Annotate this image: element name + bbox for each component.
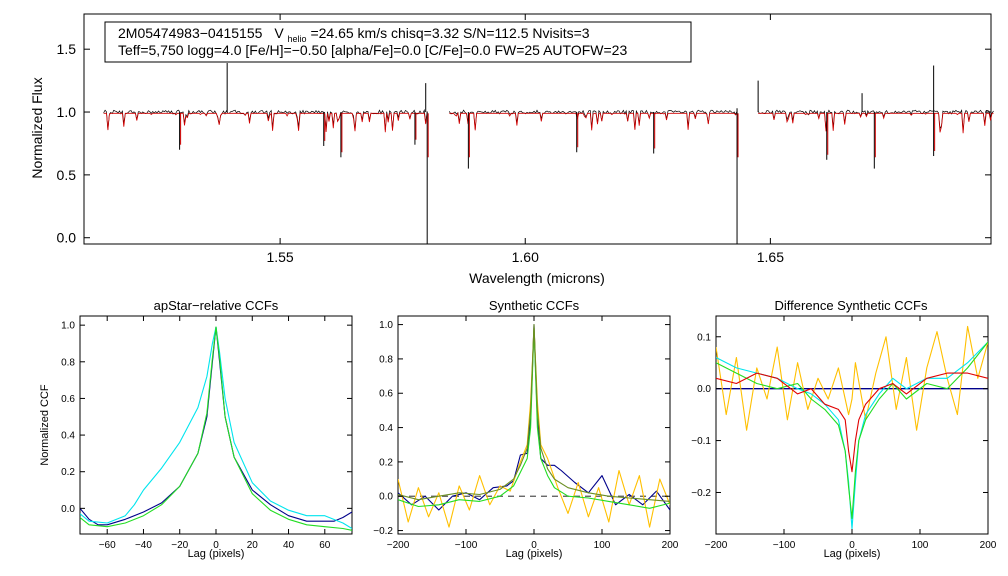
observed-spectrum-chip-3: [757, 109, 994, 132]
info-line-2: Teff=5,750 logg=4.0 [Fe/H]=−0.50 [alpha/…: [118, 42, 627, 58]
v-helio-rest: =24.65 km/s chisq=3.32 S/N=112.5 Nvisits…: [310, 25, 589, 41]
spectrum-panel: 1.55 1.60 1.65 0.0 0.5 1.0 1.5 2M05474983−0415…: [29, 13, 994, 286]
ccf-series-cyan: [80, 326, 352, 529]
x-tick-label: 1.60: [512, 249, 539, 265]
x-tick-label: 200: [980, 540, 997, 551]
y-tick-label: 0.6: [61, 394, 75, 405]
spectrum-plot-frame: [83, 13, 992, 245]
ccf-series-red: [716, 372, 988, 473]
x-tick-label: 100: [912, 540, 929, 551]
synthetic-ccf-xlabel: Lag (pixels): [506, 548, 563, 560]
y-tick-label: 0.4: [61, 431, 75, 442]
x-tick-label: −60: [99, 540, 116, 551]
y-tick-label: 0.2: [379, 457, 393, 468]
y-tick-label: 0.2: [61, 467, 75, 478]
x-tick-label: 0: [849, 540, 855, 551]
y-tick-label: 0.0: [697, 384, 711, 395]
y-tick-label: 1.5: [57, 41, 77, 57]
ccf-series-green: [716, 341, 988, 519]
y-tick-label: 0.0: [57, 230, 77, 246]
synthetic-ccf-panel: Synthetic CCFs −200 −100 0 100 200 −0.2 0.0 0.2…: [373, 298, 679, 560]
y-tick-label: 0.4: [379, 423, 393, 434]
synthetic-ccf-title: Synthetic CCFs: [489, 298, 580, 313]
v-helio-subscript: helio: [288, 34, 307, 44]
difference-ccf-panel: Difference Synthetic CCFs −200 −100 0 100 20…: [691, 298, 997, 560]
y-tick-label: 1.0: [61, 321, 75, 332]
info-line-1: 2M05474983−0415155 V helio =24.65 km/s c…: [118, 25, 590, 45]
y-tick-label: 0.6: [379, 389, 393, 400]
spectrum-ylabel: Normalized Flux: [29, 77, 45, 178]
y-tick-label: 0.0: [61, 504, 75, 515]
y-tick-label: −0.1: [691, 436, 711, 447]
x-tick-label: 60: [319, 540, 331, 551]
y-tick-label: 0.8: [61, 357, 75, 368]
spectrum-xlabel: Wavelength (microns): [469, 270, 605, 286]
ccf-series-red: [398, 324, 670, 502]
x-tick-label: 0: [531, 540, 537, 551]
y-tick-label: 0.0: [379, 492, 393, 503]
x-tick-label: −200: [387, 540, 410, 551]
difference-ccf-title: Difference Synthetic CCFs: [775, 298, 928, 313]
star-id: 2M05474983−0415155: [118, 25, 263, 41]
v-helio-label: V: [274, 25, 284, 41]
y-tick-label: −0.2: [373, 526, 393, 537]
x-tick-label: −100: [773, 540, 796, 551]
x-tick-label: 1.55: [266, 249, 293, 265]
model-spectrum-chip-2: [449, 112, 738, 131]
y-tick-label: 0.1: [697, 332, 711, 343]
ccf-series-green: [80, 326, 352, 531]
ccf-series-orange: [716, 325, 988, 431]
x-tick-label: −20: [171, 540, 188, 551]
y-tick-label: 1.0: [57, 104, 77, 120]
spectrum-info-box: [104, 21, 692, 63]
x-tick-label: 1.65: [757, 249, 784, 265]
apstar-ccf-xlabel: Lag (pixels): [188, 548, 245, 560]
apstar-ccf-title: apStar−relative CCFs: [154, 298, 279, 313]
apstar-ccf-panel: apStar−relative CCFs −60 −40 −20 0 20 40 60 0.0…: [39, 298, 353, 560]
apstar-ccf-ylabel: Normalized CCF: [39, 384, 51, 466]
y-tick-label: 1.0: [379, 320, 393, 331]
y-tick-label: 0.8: [379, 354, 393, 365]
y-tick-label: −0.2: [691, 488, 711, 499]
model-spectrum-chip-1: [103, 112, 428, 133]
x-tick-label: −100: [455, 540, 478, 551]
x-tick-label: −40: [135, 540, 152, 551]
difference-ccf-xlabel: Lag (pixels): [824, 548, 881, 560]
x-tick-label: 200: [662, 540, 679, 551]
ccf-series-cyan: [716, 341, 988, 530]
x-tick-label: −200: [705, 540, 728, 551]
x-tick-label: 100: [594, 540, 611, 551]
y-tick-label: 0.5: [57, 167, 77, 183]
x-tick-label: 0: [213, 540, 219, 551]
x-tick-label: 40: [283, 540, 295, 551]
x-tick-label: 20: [247, 540, 259, 551]
